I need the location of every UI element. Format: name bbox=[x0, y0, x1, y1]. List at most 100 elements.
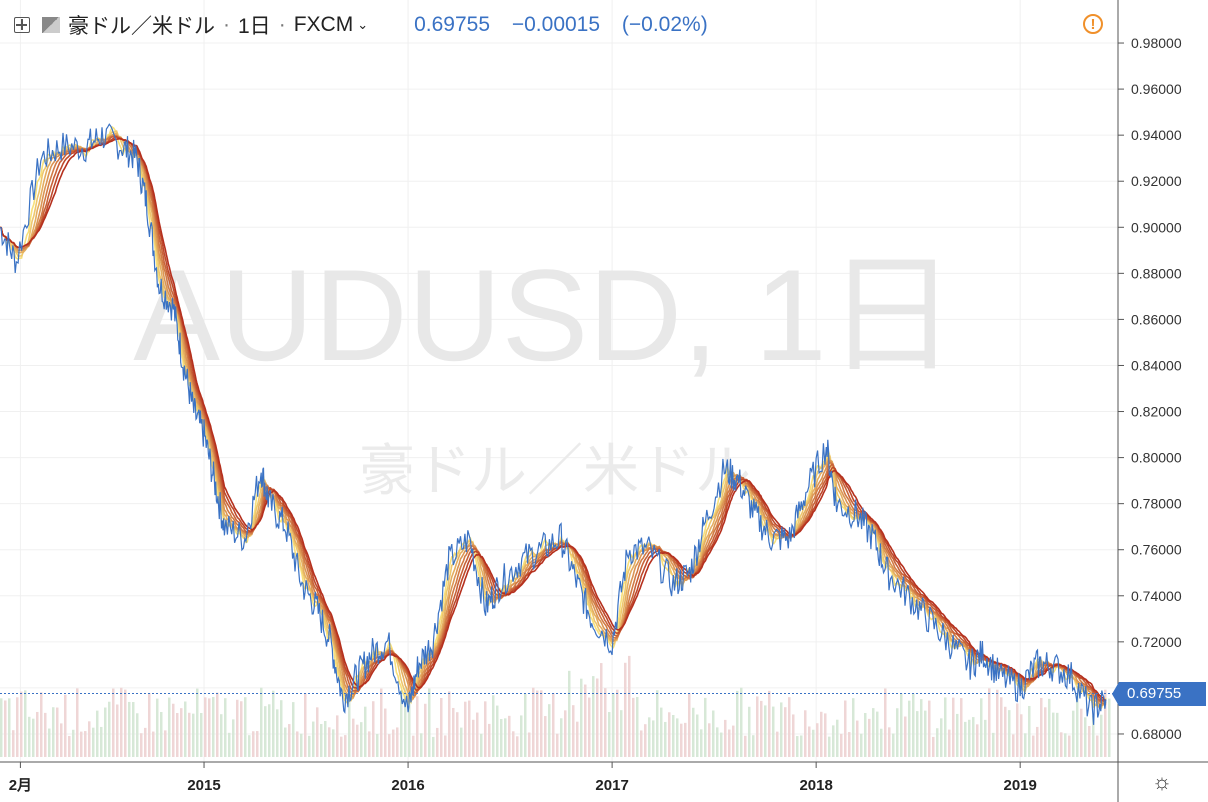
volume-bar bbox=[640, 730, 643, 757]
y-tick-label: 0.84000 bbox=[1131, 357, 1182, 373]
volume-bar bbox=[124, 689, 127, 757]
volume-bar bbox=[484, 701, 487, 757]
volume-bar bbox=[968, 719, 971, 757]
volume-bar bbox=[296, 731, 299, 757]
volume-bar bbox=[44, 712, 47, 757]
chevron-down-icon[interactable]: ⌄ bbox=[357, 17, 369, 32]
volume-bar bbox=[476, 712, 479, 757]
volume-bar bbox=[852, 698, 855, 757]
y-tick-label: 0.78000 bbox=[1131, 496, 1182, 512]
y-tick-label: 0.98000 bbox=[1131, 35, 1182, 51]
y-axis-ticks: 0.98000 0.96000 0.94000 0.92000 0.90000 0.880… bbox=[1118, 35, 1182, 742]
volume-bar bbox=[776, 731, 779, 757]
volume-bar bbox=[1080, 708, 1083, 757]
ma-ribbon bbox=[0, 125, 1107, 711]
ma-line bbox=[0, 137, 1107, 702]
interval-label[interactable]: 1日 bbox=[238, 15, 271, 38]
volume-bar bbox=[584, 684, 587, 757]
volume-bar bbox=[492, 695, 495, 757]
gear-icon[interactable]: ☼ bbox=[1151, 769, 1173, 794]
volume-bar bbox=[96, 710, 99, 757]
volume-bar bbox=[644, 724, 647, 757]
y-tick-label: 0.92000 bbox=[1131, 173, 1182, 189]
volume-bar bbox=[300, 733, 303, 757]
volume-bar bbox=[120, 687, 123, 757]
volume-bar bbox=[880, 728, 883, 757]
volume-bar bbox=[812, 729, 815, 757]
volume-bar bbox=[304, 693, 307, 757]
volume-bar bbox=[152, 731, 155, 757]
volume-bar bbox=[468, 700, 471, 757]
volume-bar bbox=[272, 690, 275, 757]
volume-bar bbox=[620, 710, 623, 757]
volume-bar bbox=[1092, 715, 1095, 757]
plus-square-icon[interactable] bbox=[14, 17, 30, 33]
volume-bar bbox=[356, 724, 359, 757]
volume-bar bbox=[532, 687, 535, 757]
volume-bar bbox=[208, 698, 211, 757]
volume-bar bbox=[60, 723, 63, 757]
volume-bar bbox=[264, 706, 267, 757]
volume-bar bbox=[864, 712, 867, 757]
volume-bar bbox=[772, 706, 775, 757]
volume-bar bbox=[460, 727, 463, 757]
volume-bar bbox=[912, 693, 915, 757]
volume-bar bbox=[736, 690, 739, 757]
volume-bar bbox=[432, 736, 435, 757]
volume-bar bbox=[800, 735, 803, 757]
separator: · bbox=[223, 13, 230, 36]
volume-bar bbox=[932, 736, 935, 757]
volume-bar bbox=[516, 736, 519, 757]
volume-bar bbox=[568, 670, 571, 757]
volume-bar bbox=[256, 731, 259, 757]
volume-bar bbox=[148, 692, 151, 757]
symbol-name[interactable]: 豪ドル／米ドル bbox=[68, 15, 215, 38]
ma-line bbox=[0, 134, 1107, 706]
volume-bar bbox=[1032, 735, 1035, 757]
volume-bar bbox=[544, 716, 547, 757]
volume-bar bbox=[588, 697, 591, 757]
volume-bar bbox=[956, 713, 959, 757]
volume-bar bbox=[168, 697, 171, 757]
volume-bar bbox=[1056, 712, 1059, 757]
volume-bar bbox=[908, 700, 911, 757]
volume-bar bbox=[756, 696, 759, 757]
source-label[interactable]: FXCM bbox=[293, 13, 354, 36]
volume-bar bbox=[872, 708, 875, 757]
volume-bar bbox=[820, 711, 823, 757]
volume-bar bbox=[336, 715, 339, 757]
volume-bar bbox=[928, 700, 931, 757]
volume-bar bbox=[512, 731, 515, 757]
y-tick-label: 0.94000 bbox=[1131, 127, 1182, 143]
volume-bar bbox=[1108, 698, 1111, 757]
volume-bar bbox=[788, 697, 791, 757]
volume-bar bbox=[652, 720, 655, 757]
volume-bar bbox=[892, 733, 895, 757]
volume-bar bbox=[16, 697, 19, 757]
volume-bar bbox=[684, 722, 687, 757]
volume-bar bbox=[252, 731, 255, 757]
volume-bar bbox=[388, 734, 391, 757]
volume-bar bbox=[1068, 735, 1071, 757]
volume-bar bbox=[844, 700, 847, 757]
y-tick-label: 0.80000 bbox=[1131, 450, 1182, 466]
volume-bar bbox=[284, 727, 287, 757]
volume-bar bbox=[204, 697, 207, 757]
x-tick-label: 2019 bbox=[1003, 777, 1036, 794]
volume-bar bbox=[720, 732, 723, 757]
volume-bar bbox=[224, 698, 227, 757]
volume-bar bbox=[376, 734, 379, 757]
ma-line bbox=[0, 133, 1107, 707]
volume-bar bbox=[648, 717, 651, 757]
volume-bar bbox=[420, 733, 423, 757]
alert-circle-icon[interactable]: ! bbox=[1083, 14, 1103, 34]
volume-bar bbox=[132, 702, 135, 757]
volume-bar bbox=[660, 707, 663, 757]
volume-bar bbox=[144, 727, 147, 757]
volume-bar bbox=[784, 707, 787, 757]
volume-bar bbox=[364, 706, 367, 757]
volume-bar bbox=[416, 696, 419, 757]
volume-bar bbox=[248, 735, 251, 757]
volume-bar bbox=[464, 701, 467, 757]
